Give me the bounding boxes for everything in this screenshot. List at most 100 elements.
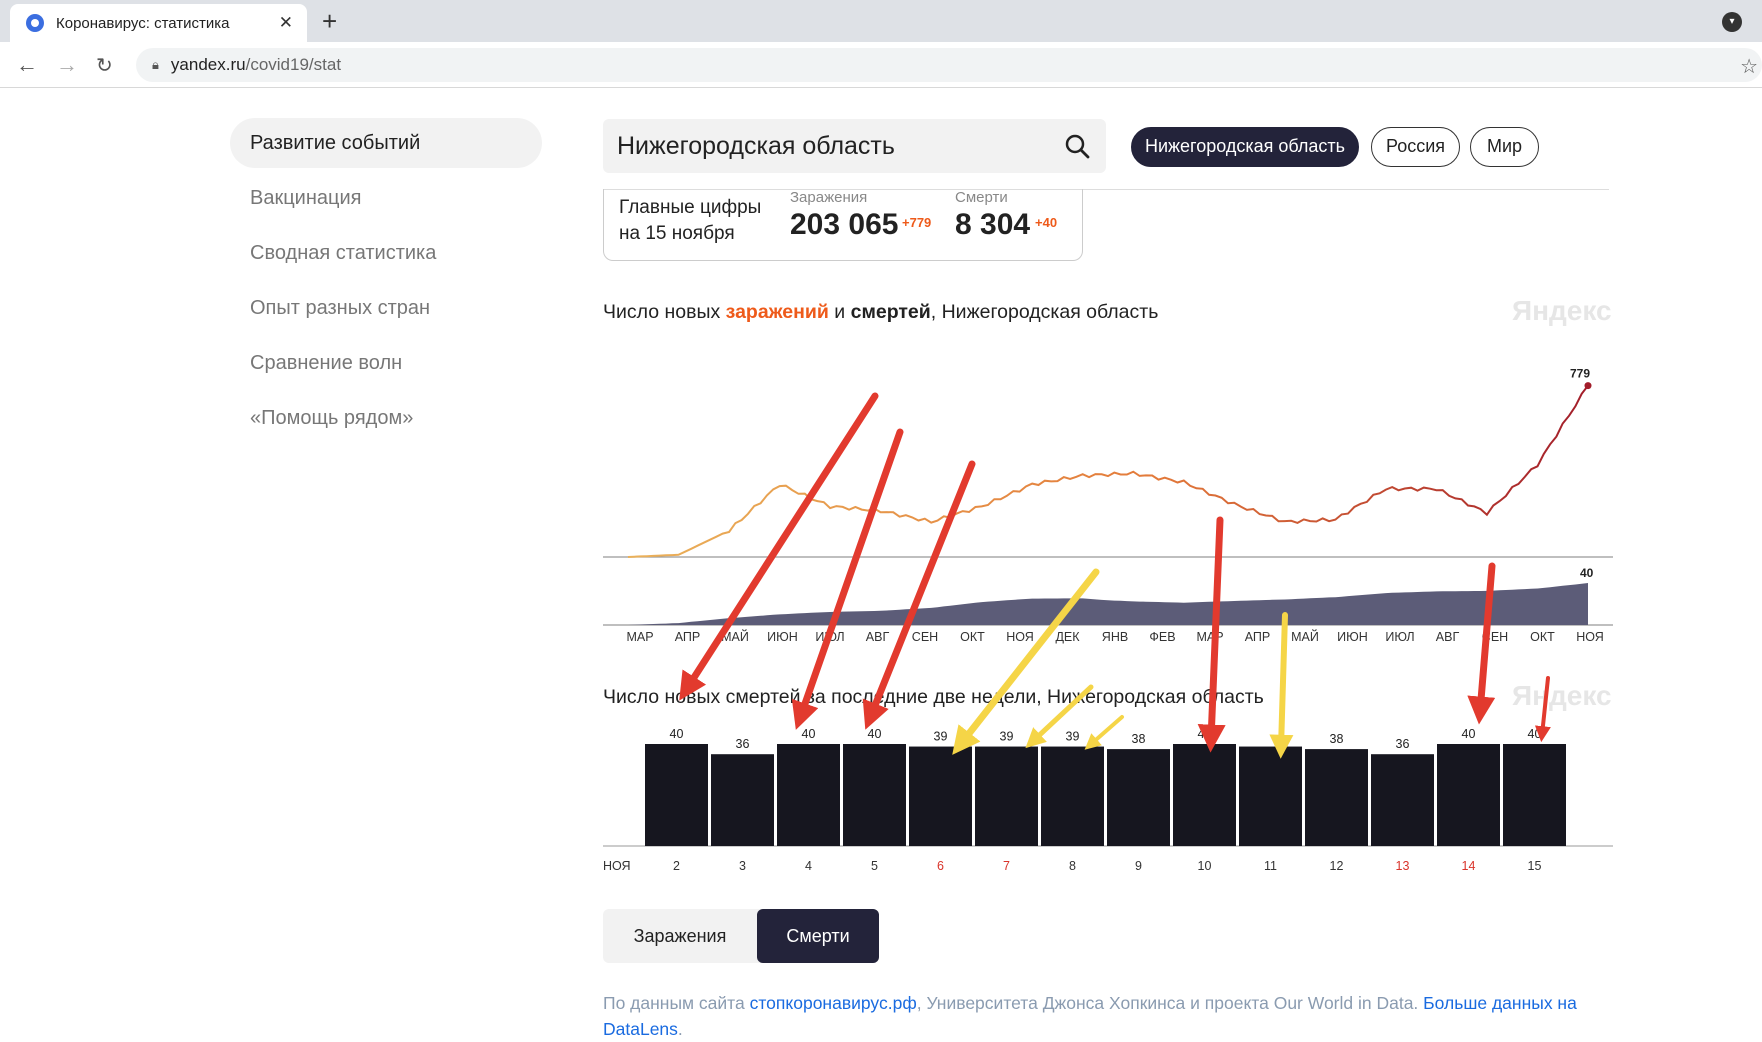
bar-value-label: 40 bbox=[1198, 727, 1212, 741]
bar bbox=[909, 746, 972, 846]
infections-delta: +779 bbox=[902, 215, 932, 230]
x-tick-label: ЯНВ bbox=[1102, 630, 1128, 644]
infections-name: Заражения bbox=[790, 189, 868, 206]
bar bbox=[843, 744, 906, 846]
deaths-stat: Смерти 8 304 +40 bbox=[955, 189, 1057, 242]
bar-value-label: 40 bbox=[1462, 727, 1476, 741]
region-pill-world[interactable]: Мир bbox=[1470, 127, 1539, 167]
bar-category-label: 6 bbox=[937, 859, 944, 873]
close-tab-icon[interactable]: ✕ bbox=[278, 13, 293, 32]
chart2-heading: Число новых смертей за последние две нед… bbox=[603, 686, 1264, 708]
bar-value-label: 40 bbox=[670, 727, 684, 741]
infections-line bbox=[627, 385, 1589, 558]
address-bar: ← → ↻ 🔒︎ yandex.ru/covid19/stat ☆ bbox=[0, 42, 1762, 88]
stopcoronavirus-link[interactable]: стопкоронавирус.рф bbox=[749, 993, 917, 1013]
bar bbox=[1305, 749, 1368, 846]
x-tick-label: АПР bbox=[675, 630, 701, 644]
x-tick-label: МАР bbox=[626, 630, 653, 644]
forward-icon[interactable]: → bbox=[56, 52, 78, 77]
url-domain: yandex.ru bbox=[170, 55, 246, 74]
back-icon[interactable]: ← bbox=[16, 52, 38, 77]
sidebar-item-vaccination[interactable]: Вакцинация bbox=[250, 187, 362, 209]
bar bbox=[1371, 754, 1434, 846]
x-tick-label: НОЯ bbox=[1006, 630, 1034, 644]
bar bbox=[1041, 746, 1104, 846]
toggle-infections[interactable]: Заражения bbox=[633, 926, 727, 946]
bar-value-label: 40 bbox=[868, 727, 882, 741]
month-label: НОЯ bbox=[603, 859, 631, 873]
bar bbox=[1107, 749, 1170, 846]
x-tick-label: ИЮН bbox=[767, 630, 798, 644]
toggle-deaths[interactable]: Смерти bbox=[757, 909, 879, 963]
bookmark-star-icon[interactable]: ☆ bbox=[1740, 56, 1758, 78]
bar-value-label: 36 bbox=[736, 737, 750, 751]
url-field[interactable]: 🔒︎ yandex.ru/covid19/stat ☆ bbox=[136, 48, 1762, 82]
search-icon[interactable] bbox=[1064, 133, 1090, 159]
x-tick-label: ОКТ bbox=[960, 630, 985, 644]
region-pill-nizhny[interactable]: Нижегородская область bbox=[1131, 127, 1359, 167]
summary-label: Главные цифры на 15 ноября bbox=[619, 197, 762, 244]
deaths-bar-chart: НОЯ 40 2 36 3 40 4 40 5 39 6 39 7 39 8 38 9 40 10 11 38 12 36 1… bbox=[603, 727, 1613, 873]
region-search-input[interactable]: Нижегородская область bbox=[603, 119, 1106, 173]
bar bbox=[711, 754, 774, 846]
divider bbox=[603, 189, 1609, 190]
bar-category-label: 9 bbox=[1135, 859, 1142, 873]
deaths-delta: +40 bbox=[1035, 215, 1058, 230]
bar bbox=[1437, 744, 1500, 846]
browser-tab[interactable]: Коронавирус: статистика ✕ bbox=[10, 4, 307, 42]
reload-icon[interactable]: ↻ bbox=[96, 55, 113, 77]
footer-pre: По данным сайта bbox=[603, 993, 750, 1013]
sidebar-item-events[interactable]: Развитие событий bbox=[230, 118, 542, 168]
new-tab-button[interactable]: + bbox=[322, 6, 338, 36]
bar-category-label: 10 bbox=[1198, 859, 1212, 873]
region-pill-russia[interactable]: Россия bbox=[1371, 127, 1460, 167]
bar-value-label: 39 bbox=[1066, 730, 1080, 744]
bar-value-label: 36 bbox=[1396, 737, 1410, 751]
bar-category-label: 15 bbox=[1528, 859, 1542, 873]
x-tick-label: ИЮЛ bbox=[815, 630, 844, 644]
lock-icon: 🔒︎ bbox=[152, 57, 159, 72]
bar-category-label: 3 bbox=[739, 859, 746, 873]
sidebar-item-help[interactable]: «Помощь рядом» bbox=[250, 407, 414, 429]
bar-category-label: 2 bbox=[673, 859, 680, 873]
bar-category-label: 12 bbox=[1330, 859, 1344, 873]
x-tick-label: ИЮЛ bbox=[1385, 630, 1414, 644]
chart1-heading: Число новых заражений и смертей, Нижегор… bbox=[603, 301, 1158, 324]
datalens-link[interactable]: Больше данных на DataLens bbox=[603, 993, 1577, 1039]
x-tick-label: НОЯ bbox=[1576, 630, 1604, 644]
footer-post: . bbox=[677, 1019, 683, 1039]
bar bbox=[645, 744, 708, 846]
bar-value-label: 40 bbox=[802, 727, 816, 741]
chart1-heading-pre: Число новых bbox=[603, 301, 726, 323]
sidebar-item-summary[interactable]: Сводная статистика bbox=[250, 242, 437, 264]
yandex-watermark-2: Яндекс bbox=[1512, 680, 1612, 711]
x-tick-label: АВГ bbox=[1436, 630, 1460, 644]
tab-search-icon[interactable]: ▾ bbox=[1722, 12, 1742, 32]
bar-category-label: 5 bbox=[871, 859, 878, 873]
deaths-value: 8 304 bbox=[955, 208, 1031, 241]
bar bbox=[975, 746, 1038, 846]
x-tick-label: АПР bbox=[1245, 630, 1271, 644]
x-tick-label: МАЙ bbox=[1291, 629, 1319, 644]
bar bbox=[777, 744, 840, 846]
yandex-watermark: Яндекс bbox=[1512, 295, 1612, 326]
footer-mid: , Университета Джонса Хопкинса и проекта… bbox=[916, 993, 1424, 1013]
chart1-heading-infections: заражений bbox=[725, 301, 829, 323]
deaths-area bbox=[628, 583, 1588, 625]
infections-value: 203 065 bbox=[790, 208, 899, 241]
x-tick-label: МАЙ bbox=[721, 629, 749, 644]
sidebar-item-waves[interactable]: Сравнение волн bbox=[250, 352, 403, 374]
favicon-icon bbox=[26, 14, 44, 32]
bar-category-label: 14 bbox=[1462, 859, 1476, 873]
search-value: Нижегородская область bbox=[617, 132, 895, 160]
bar bbox=[1503, 744, 1566, 846]
bar-value-label: 38 bbox=[1330, 732, 1344, 746]
summary-card: Главные цифры на 15 ноября Заражения 203… bbox=[603, 189, 1083, 261]
infections-last-point bbox=[1584, 382, 1592, 390]
browser-tab-bar: Коронавирус: статистика ✕ + ▾ bbox=[0, 0, 1762, 42]
sidebar-item-countries[interactable]: Опыт разных стран bbox=[250, 297, 431, 319]
bar-value-label: 38 bbox=[1132, 732, 1146, 746]
infections-stat: Заражения 203 065 +779 bbox=[790, 189, 931, 242]
infections-last-label: 779 bbox=[1570, 367, 1590, 381]
x-tick-label: СЕН bbox=[912, 630, 938, 644]
